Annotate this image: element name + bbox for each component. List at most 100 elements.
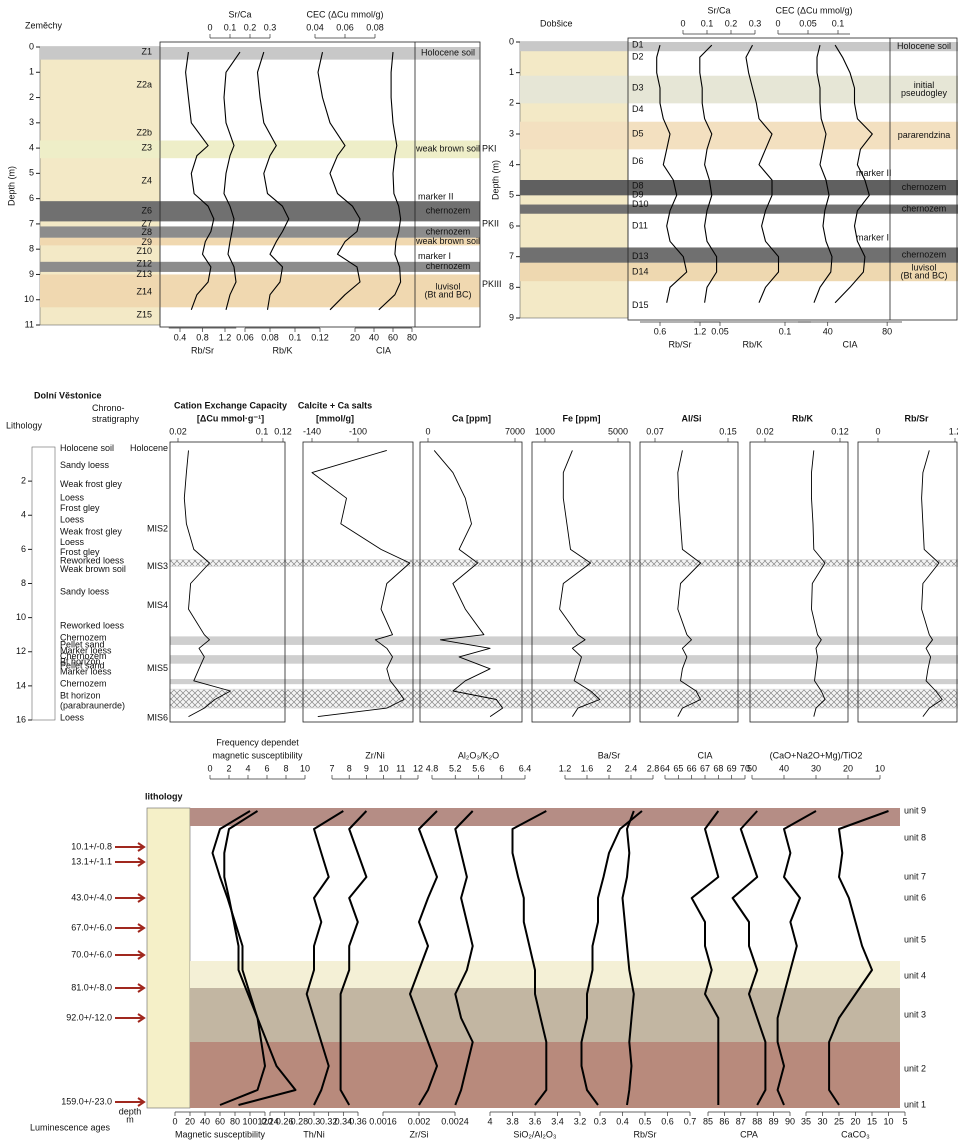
axis-tick-label: 6.4	[519, 763, 532, 773]
horizon-band	[40, 47, 480, 60]
horizon-band	[520, 205, 958, 214]
axis-tick-label: 0.3	[749, 18, 762, 28]
depth-tick-label: 2	[29, 92, 34, 102]
track-title: [mmol/g]	[316, 413, 354, 423]
lithology-label: Bt horizon	[60, 690, 101, 700]
axis-tick-label: 15	[867, 1116, 877, 1126]
track-title: Rb/K	[792, 413, 813, 423]
track-title: (CaO+Na2O+Mg)/TiO2	[770, 750, 863, 760]
axis-tick-label: 0.05	[799, 18, 817, 28]
unit-label: unit 2	[904, 1063, 926, 1073]
chrono-label: MIS6	[147, 713, 168, 723]
depth-tick-label: 3	[29, 117, 34, 127]
horizon-band	[520, 180, 958, 195]
axis-tick-label: 0	[680, 18, 685, 28]
axis-tick-label: 0.1	[832, 18, 845, 28]
age-arrow	[115, 951, 144, 959]
track-title: CPA	[740, 1129, 758, 1139]
axis-tick-label: 85	[703, 1116, 713, 1126]
track-title: Sr/Ca	[707, 5, 730, 15]
axis-tick-label: 2	[226, 763, 231, 773]
horizon-label: chernozem	[426, 261, 471, 271]
axis-tick-label: 0.1	[701, 18, 714, 28]
axis-tick-label: 1.2	[559, 763, 572, 773]
track-title: [ΔCu mmol·g⁻¹]	[197, 413, 264, 423]
unit-label: D4	[632, 104, 644, 114]
axis-tick-label: 0	[775, 18, 780, 28]
axis-tick-label: 5.2	[449, 763, 462, 773]
axis-tick-label: 0.06	[336, 22, 354, 32]
axis-tick-label: 0.1	[224, 22, 237, 32]
horizon-label: weak brown soil	[415, 236, 480, 246]
unit-label: D1	[632, 39, 644, 49]
depth-tick-label: 9	[29, 269, 34, 279]
profile-curve	[434, 450, 502, 716]
pk-label: PKII	[482, 218, 499, 228]
axis-tick-label: 1.2	[949, 426, 958, 436]
age-arrow	[115, 924, 144, 932]
axis-tick-label: 100	[242, 1116, 257, 1126]
depth-tick-label: 11	[25, 319, 34, 329]
axis-tick-label: 90	[785, 1116, 795, 1126]
lithology-column	[147, 808, 190, 1108]
axis-tick-label: 64	[660, 763, 670, 773]
axis-tick-label: 60	[215, 1116, 225, 1126]
axis-tick-label: 7000	[505, 426, 525, 436]
depth-tick-label: 16	[16, 714, 26, 724]
horizon-band	[520, 263, 958, 281]
track-title: Al/Si	[681, 413, 701, 423]
axis-tick-label: 10	[300, 763, 310, 773]
axis-tick-label: 3.2	[574, 1116, 587, 1126]
profile-curve	[312, 450, 410, 716]
depth-tick-label: 12	[16, 646, 26, 656]
unit-label: D14	[632, 266, 649, 276]
horizon-label: Holocene soil	[897, 41, 951, 51]
axis-tick-label: 80	[407, 332, 417, 342]
track-title: CEC (ΔCu mmol/g)	[306, 9, 383, 19]
axis-tick-label: 0.4	[616, 1116, 629, 1126]
axis-tick-label: 0	[207, 22, 212, 32]
axis-tick-label: 3.4	[551, 1116, 564, 1126]
track-title: CIA	[697, 750, 712, 760]
axis-tick-label: 4	[245, 763, 250, 773]
lithology-label: Loess	[60, 515, 85, 525]
lithology-label: Marker loess	[60, 667, 112, 677]
axis-tick-label: 5000	[608, 426, 628, 436]
axis-tick-label: 0.6	[661, 1116, 674, 1126]
axis-tick-label: 0.3	[594, 1116, 607, 1126]
horizon-band	[520, 122, 958, 150]
axis-tick-label: 0.15	[719, 426, 737, 436]
depth-tick-label: 6	[29, 193, 34, 203]
axis-tick-label: 30	[817, 1116, 827, 1126]
lithology-label: Holocene soil	[60, 443, 114, 453]
horizon-band	[170, 655, 958, 664]
axis-tick-label: 0.002	[408, 1116, 431, 1126]
lithology-label: (parabraunerde)	[60, 701, 125, 711]
axis-tick-label: 0.0016	[369, 1116, 397, 1126]
depth-axis-title: m	[126, 1114, 134, 1124]
depth-tick-label: 1	[29, 67, 34, 77]
lithology-label: Frost gley	[60, 503, 100, 513]
age-label: 70.0+/-6.0	[71, 949, 112, 959]
unit-label: Z6	[141, 206, 152, 216]
axis-tick-label: 40	[369, 332, 379, 342]
unit-label: D2	[632, 52, 644, 62]
axis-tick-label: 0.08	[261, 332, 279, 342]
depth-tick-label: 0	[29, 41, 34, 51]
chrono-label: MIS3	[147, 561, 168, 571]
track-title: CIA	[842, 339, 857, 349]
lithology-label: Sandy loess	[60, 586, 110, 596]
depth-tick-label: 5	[509, 190, 514, 200]
axis-tick-label: 0.08	[366, 22, 384, 32]
axis-tick-label: 20	[850, 1116, 860, 1126]
marker-label: marker I	[856, 233, 889, 243]
unit-label: unit 3	[904, 1009, 926, 1019]
axis-tick-label: -140	[303, 426, 321, 436]
track-title: Al₂O₃/K₂O	[458, 750, 499, 760]
track-title: Rb/Sr	[633, 1129, 656, 1139]
axis-tick-label: 25	[834, 1116, 844, 1126]
axis-tick-label: 1.2	[219, 332, 232, 342]
depth-tick-label: 7	[29, 218, 34, 228]
axis-tick-label: 0.36	[349, 1116, 367, 1126]
horizon-label: (Bt and BC)	[900, 270, 947, 280]
